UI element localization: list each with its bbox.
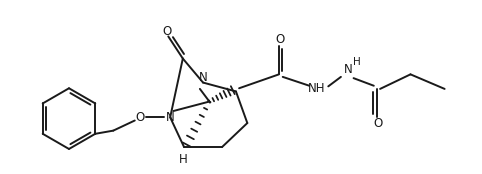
Text: O: O xyxy=(275,33,284,46)
Text: O: O xyxy=(373,117,382,130)
Text: N: N xyxy=(344,63,352,76)
Text: O: O xyxy=(135,111,145,124)
Text: H: H xyxy=(178,153,187,166)
Text: H: H xyxy=(353,57,361,67)
Text: O: O xyxy=(162,25,172,38)
Text: NH: NH xyxy=(308,82,326,95)
Text: N: N xyxy=(166,111,174,124)
Text: N: N xyxy=(199,71,207,84)
